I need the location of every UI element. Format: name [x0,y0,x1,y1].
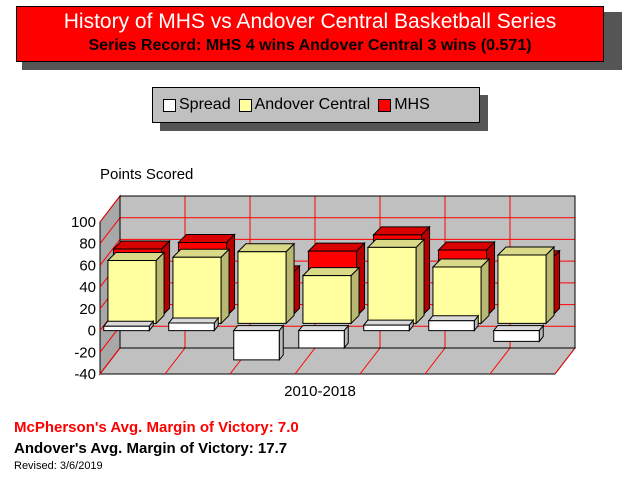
series-record: Series Record: MHS 4 wins Andover Centra… [88,37,532,54]
y-axis-label: Points Scored [100,166,194,183]
bar-andover-central [431,257,491,325]
legend-item-andover: Andover Central [238,96,371,114]
legend-label-spread: Spread [179,96,231,113]
bar-andover-central [301,266,361,325]
floor [98,347,577,375]
y-tick-label: -40 [74,366,96,383]
y-tick-label: 40 [79,279,96,296]
legend-swatch-mhs [378,98,392,112]
mhs-avg-margin: McPherson's Avg. Margin of Victory: 7.0 [14,419,299,436]
legend-label-mhs: MHS [394,96,430,113]
floor-gridline [164,347,186,375]
floor-gridline [554,347,576,375]
y-tick-label: 0 [88,323,96,340]
y-tick-label: 100 [71,214,96,231]
bar-spread [362,318,415,332]
bar-andover-central [106,251,166,325]
legend-label-andover: Andover Central [254,96,371,113]
x-axis-label: 2010-2018 [284,383,356,400]
legend-swatch-spread [163,98,176,112]
bar-spread [167,316,220,332]
legend-item-spread: Spread [163,96,231,114]
title-banner: History of MHS vs Andover Central Basket… [16,6,604,62]
bar-andover-central [496,245,556,325]
floor-gridline [424,347,446,375]
y-tick-label: 20 [79,301,96,318]
y-tick-label: 60 [79,257,96,274]
legend: Spread Andover Central MHS [152,87,480,123]
y-tick-label: -20 [74,344,96,361]
bar-andover-central [171,247,231,325]
bar-spread [102,319,155,332]
chart-title: History of MHS vs Andover Central Basket… [63,10,557,33]
y-tick-label: 80 [79,236,96,253]
bar-spread [232,324,285,362]
bar-spread [427,314,480,332]
legend-item-mhs: MHS [378,96,430,114]
bar-spread [492,324,545,343]
floor-gridline [359,347,381,375]
floor-gridline [489,347,511,375]
legend-swatch-andover [238,98,252,112]
andover-avg-margin: Andover's Avg. Margin of Victory: 17.7 [14,440,288,457]
revised-date: Revised: 3/6/2019 [14,460,103,472]
bar-spread [297,324,350,350]
floor-gridline [294,347,316,375]
floor-gridline [99,347,121,375]
bar-andover-central [366,238,426,325]
bar-andover-central [236,242,296,325]
